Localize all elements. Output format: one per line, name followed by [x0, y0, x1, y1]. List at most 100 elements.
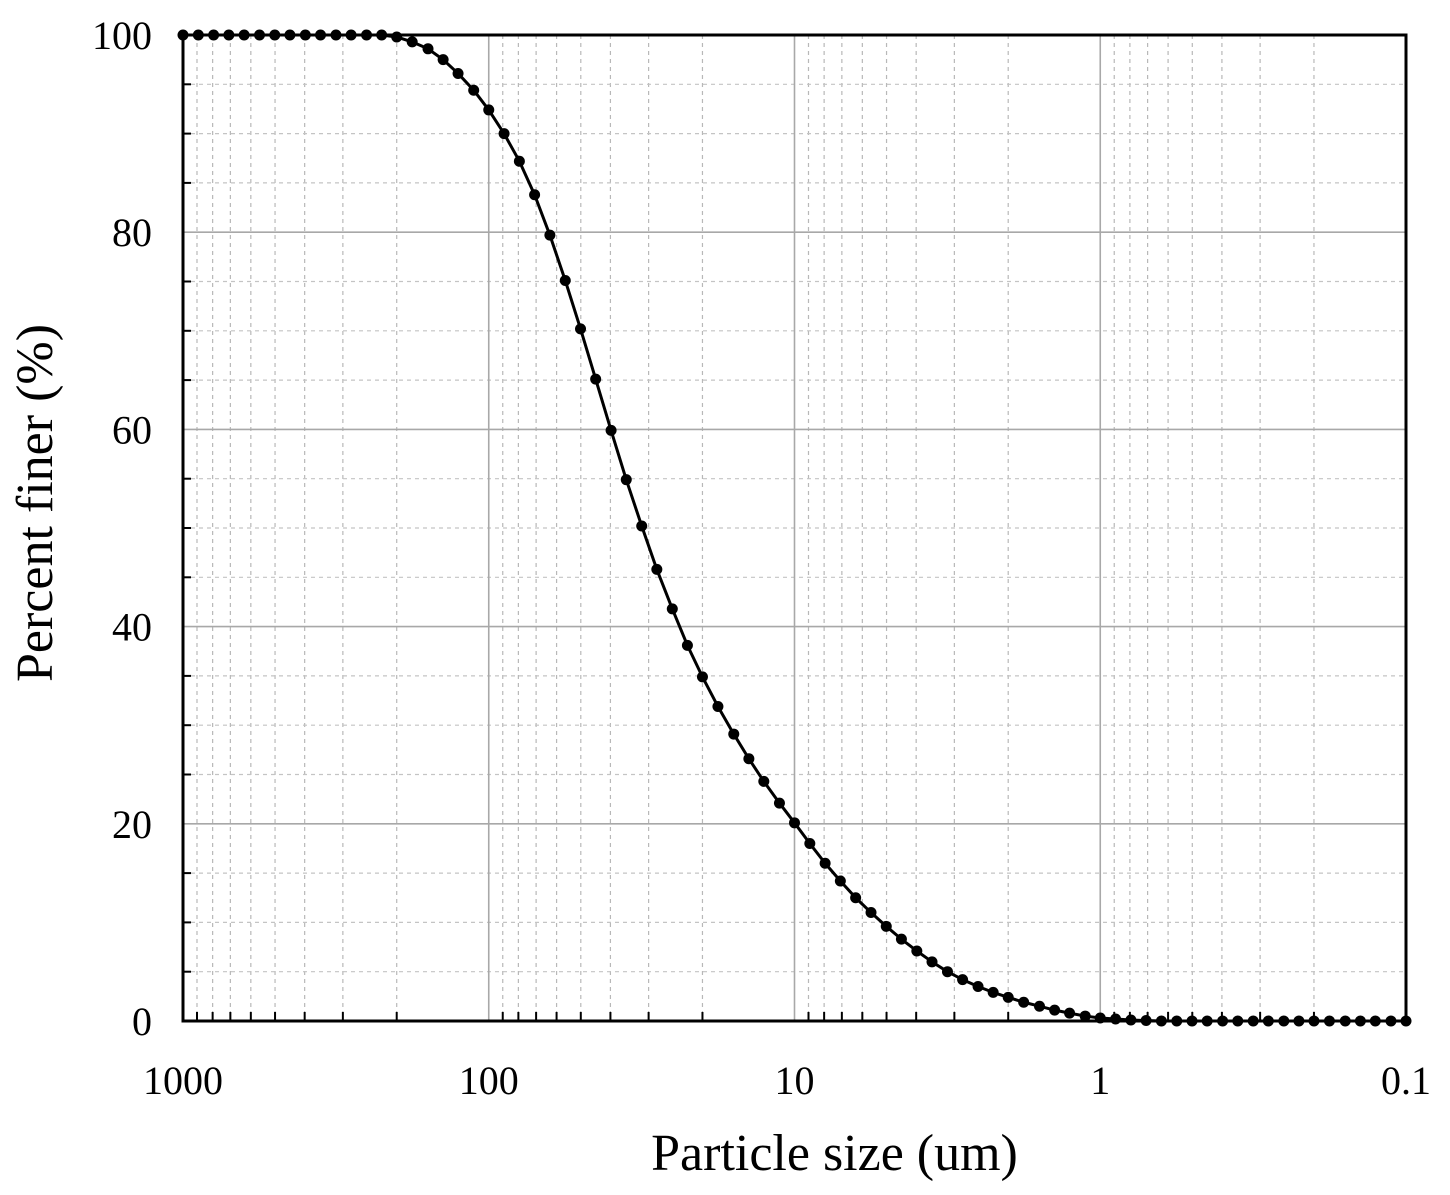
data-point: [1354, 1015, 1366, 1027]
data-point: [926, 956, 938, 968]
data-point: [498, 128, 510, 140]
data-point: [1125, 1014, 1137, 1026]
data-point: [957, 974, 969, 986]
data-point: [254, 29, 266, 41]
major-gridlines: [182, 34, 1407, 1022]
data-point: [620, 474, 632, 486]
data-point: [712, 700, 724, 712]
data-point: [636, 520, 648, 532]
data-point: [1369, 1015, 1381, 1027]
data-point: [743, 753, 755, 765]
data-point: [238, 29, 250, 41]
data-point: [391, 31, 403, 43]
data-point: [1064, 1007, 1076, 1019]
data-point: [513, 155, 525, 167]
x-tick-label: 1: [1090, 1058, 1110, 1103]
x-tick-label: 10: [775, 1058, 815, 1103]
data-point: [575, 323, 587, 335]
data-point: [1110, 1013, 1122, 1025]
y-tick-label: 40: [112, 605, 152, 650]
data-point: [1079, 1010, 1091, 1022]
data-point: [1308, 1015, 1320, 1027]
y-tick-labels: 0 20 40 60 80 100: [92, 13, 152, 1044]
data-point: [895, 933, 907, 945]
y-tick-label: 100: [92, 13, 152, 58]
data-point: [452, 67, 464, 79]
data-point: [529, 189, 541, 201]
data-point: [1293, 1015, 1305, 1027]
data-point: [299, 29, 311, 41]
data-point: [1186, 1015, 1198, 1027]
data-point: [804, 838, 816, 850]
data-point: [345, 29, 357, 41]
data-point: [361, 29, 373, 41]
data-point: [972, 980, 984, 992]
y-axis-title: Percent finer (%): [7, 324, 64, 682]
data-point: [819, 857, 831, 869]
data-point: [208, 29, 220, 41]
series-layer: [177, 29, 1412, 1027]
data-point: [544, 229, 556, 241]
data-point: [590, 373, 602, 385]
data-point: [789, 817, 800, 829]
data-point: [192, 29, 204, 41]
x-tick-label: 1000: [143, 1058, 223, 1103]
data-point: [728, 728, 740, 740]
data-point: [1217, 1015, 1229, 1027]
data-point: [1400, 1015, 1412, 1027]
data-point: [437, 54, 449, 66]
data-point: [773, 797, 785, 809]
data-point: [1049, 1004, 1061, 1016]
data-point: [1002, 991, 1014, 1003]
data-point: [1034, 1000, 1046, 1012]
x-axis-title: Particle size (um): [651, 1125, 1018, 1182]
axis-ticks: [183, 83, 1315, 1021]
y-tick-label: 0: [132, 999, 152, 1044]
data-point: [850, 892, 862, 904]
data-point: [834, 875, 846, 887]
data-point: [177, 29, 189, 41]
data-point: [483, 104, 495, 116]
data-point: [1262, 1015, 1274, 1027]
data-point: [758, 775, 770, 787]
y-tick-label: 20: [112, 802, 152, 847]
data-point: [1155, 1015, 1167, 1027]
data-point: [880, 920, 892, 932]
data-point: [605, 424, 617, 436]
data-point: [681, 639, 693, 651]
data-point: [1385, 1015, 1397, 1027]
data-point: [468, 84, 480, 96]
data-point: [1247, 1015, 1259, 1027]
data-point: [1171, 1015, 1183, 1027]
x-tick-labels: 1000 100 10 1 0.1: [143, 1058, 1431, 1103]
data-point: [865, 907, 877, 919]
data-point: [941, 966, 953, 978]
data-point: [666, 603, 678, 615]
data-point: [269, 29, 281, 41]
x-tick-label: 0.1: [1381, 1058, 1431, 1103]
data-point: [559, 275, 571, 287]
data-point: [987, 986, 999, 998]
data-point: [696, 671, 708, 683]
data-point: [1018, 996, 1030, 1008]
data-point: [422, 43, 434, 55]
x-tick-label: 100: [459, 1058, 519, 1103]
data-point: [1140, 1015, 1152, 1027]
data-point: [1339, 1015, 1351, 1027]
data-point: [330, 29, 342, 41]
data-point: [651, 563, 663, 575]
data-point: [376, 29, 388, 41]
data-point: [284, 29, 296, 41]
data-point: [223, 29, 235, 41]
y-tick-label: 80: [112, 210, 152, 255]
data-point: [1323, 1015, 1335, 1027]
data-point: [315, 29, 327, 41]
y-tick-label: 60: [112, 407, 152, 452]
data-point: [1232, 1015, 1244, 1027]
data-point: [1278, 1015, 1290, 1027]
data-point: [406, 36, 418, 48]
data-point: [1201, 1015, 1213, 1027]
data-point: [1094, 1012, 1106, 1024]
data-point: [911, 945, 923, 957]
